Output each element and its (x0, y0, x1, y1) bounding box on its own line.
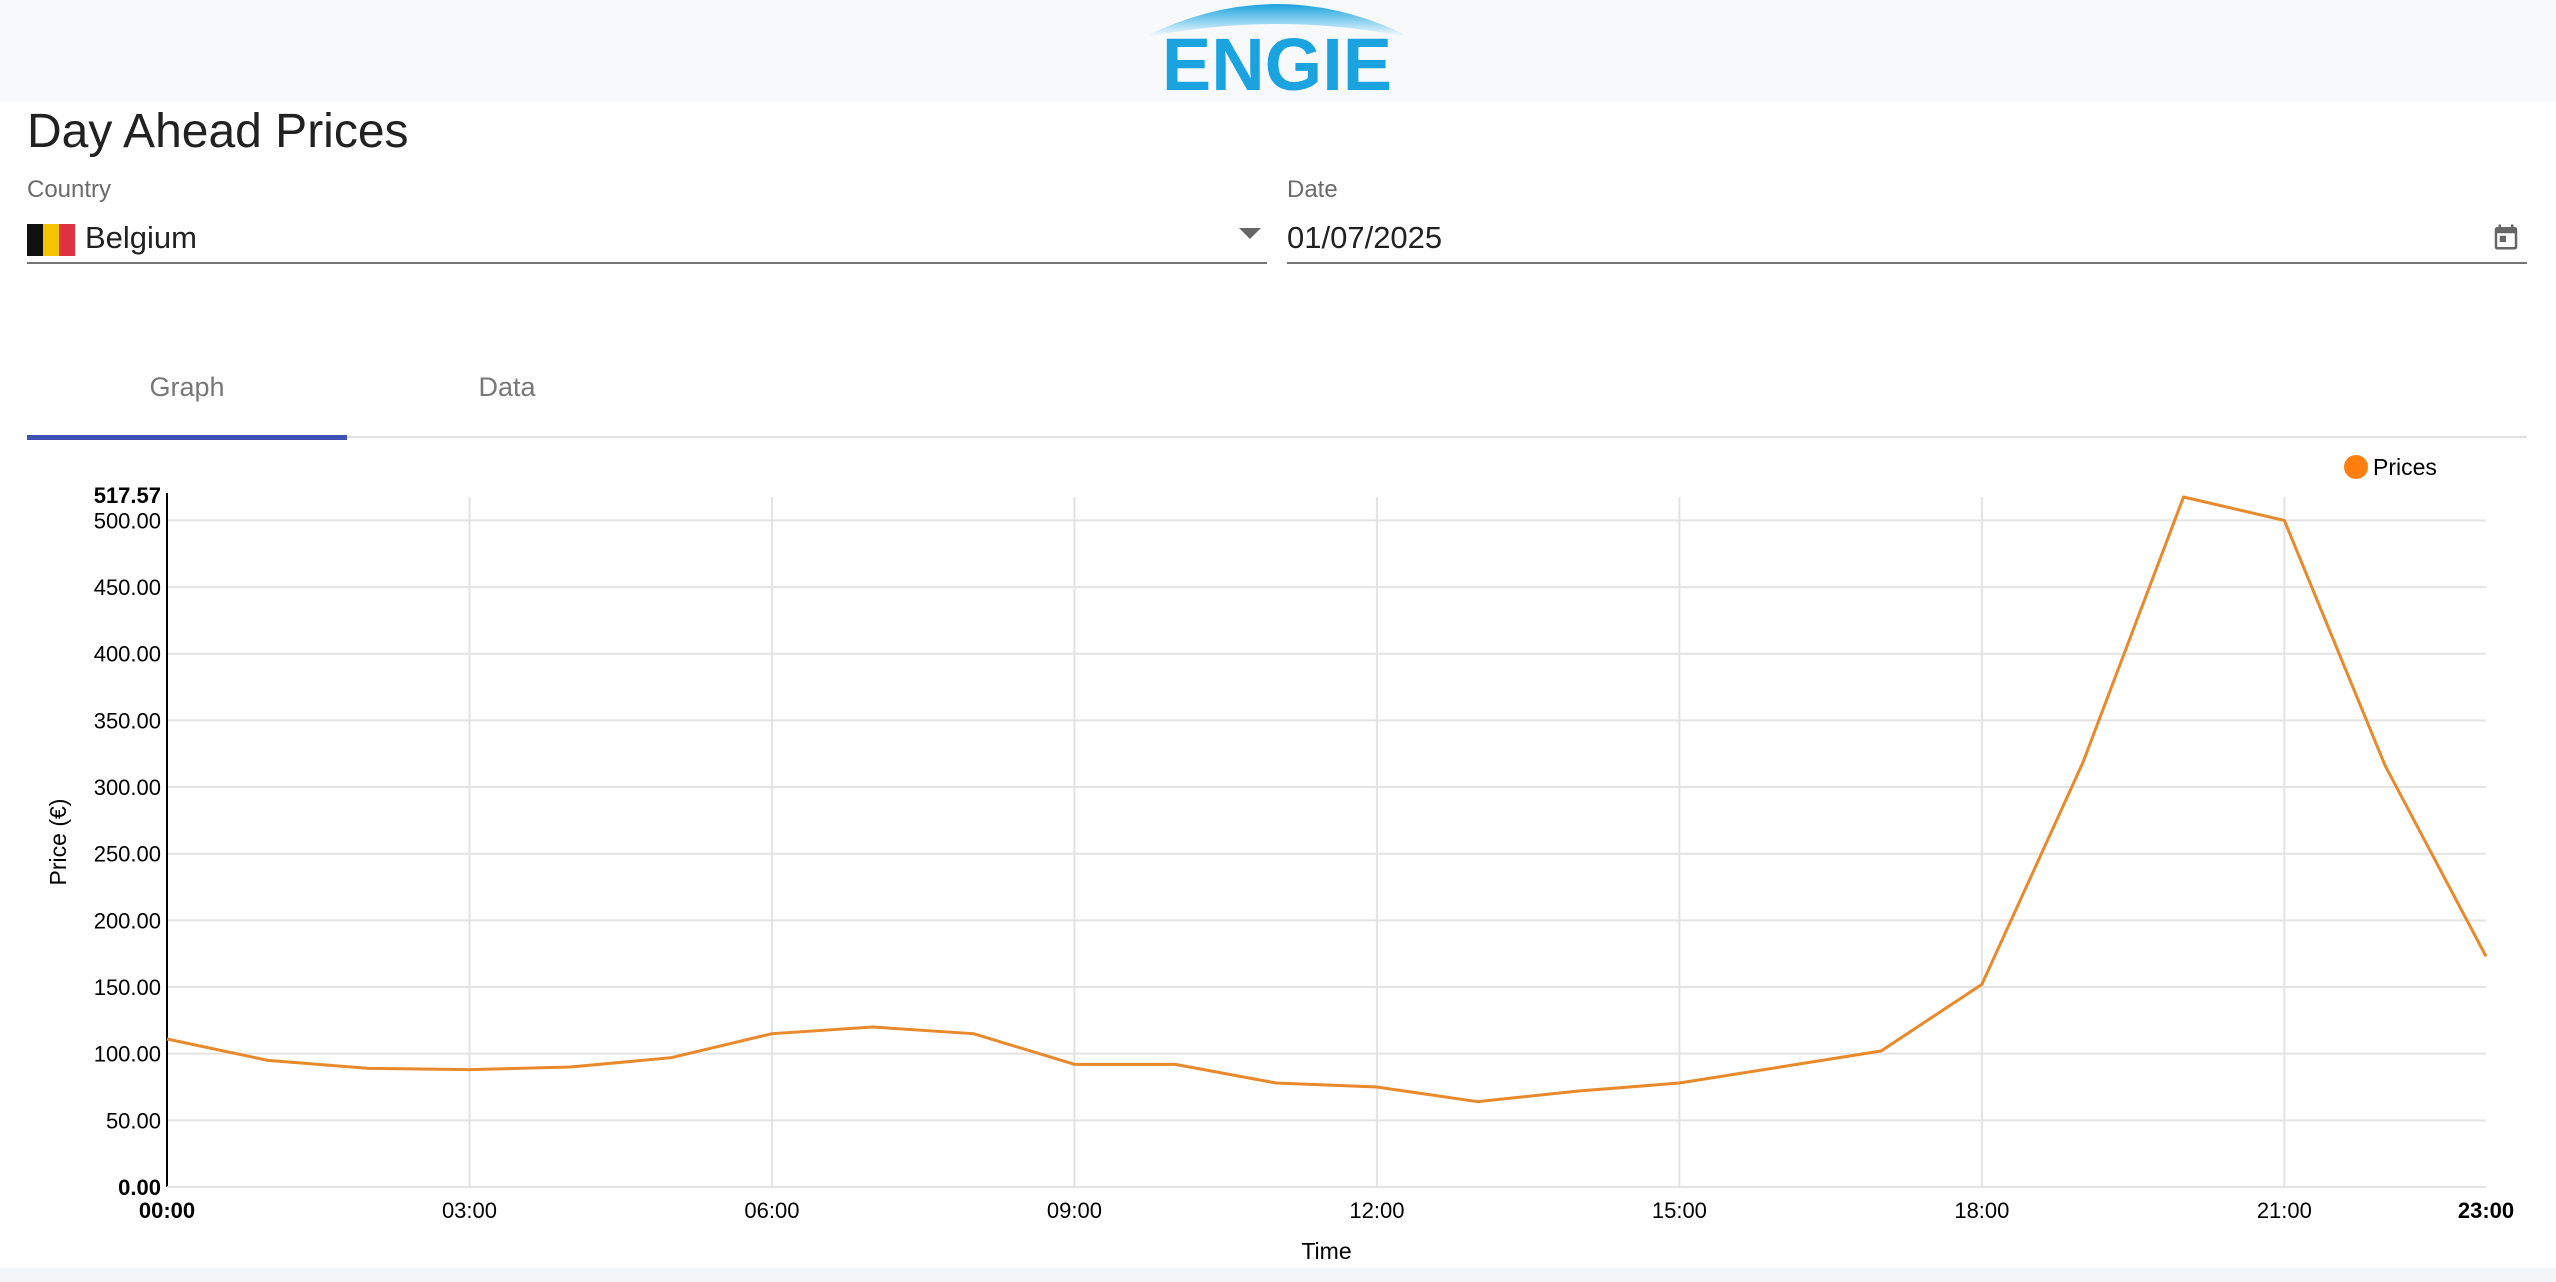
y-tick-label: 450.00 (94, 575, 161, 600)
date-field[interactable]: 01/07/2025 (1287, 210, 2527, 264)
chevron-down-icon[interactable] (1239, 228, 1261, 239)
y-tick-label: 0.00 (118, 1175, 161, 1200)
y-axis-title: Price (€) (45, 799, 71, 886)
page-title: Day Ahead Prices (27, 105, 409, 158)
y-tick-label: 50.00 (106, 1108, 161, 1133)
y-tick-label: 150.00 (94, 975, 161, 1000)
brand-text: ENGIE (1162, 23, 1392, 96)
series-line-prices (166, 495, 2488, 1104)
engie-logo: ENGIE (1134, 0, 1420, 96)
belgium-flag-icon (27, 224, 75, 256)
y-tick-label: 500.00 (94, 508, 161, 533)
date-label: Date (1287, 176, 1338, 203)
x-tick-label: 12:00 (1349, 1198, 1404, 1223)
legend-dot (2344, 455, 2368, 479)
x-tick-label: 00:00 (139, 1198, 195, 1223)
top-bar: ENGIE (0, 0, 2556, 102)
x-tick-label: 23:00 (2458, 1198, 2514, 1223)
date-value: 01/07/2025 (1287, 220, 1443, 255)
y-tick-label: 100.00 (94, 1042, 161, 1067)
y-tick-label: 350.00 (94, 708, 161, 733)
price-chart: 0.00 50.00 100.00 150.00 200.00 250.00 300.00 3… (45, 454, 2514, 1264)
view-tabs: Graph Data (27, 350, 2527, 440)
tab-indicator (27, 435, 347, 440)
y-tick-label: 300.00 (94, 775, 161, 800)
country-select[interactable]: Belgium (27, 210, 1267, 264)
x-tick-label: 18:00 (1954, 1198, 2009, 1223)
bottom-strip (0, 1268, 2556, 1282)
country-value: Belgium (85, 220, 197, 255)
tab-data[interactable]: Data (347, 350, 667, 438)
x-tick-label: 03:00 (442, 1198, 497, 1223)
legend-label: Prices (2373, 454, 2437, 480)
y-max-label: 517.57 (94, 483, 161, 508)
calendar-icon[interactable] (2491, 222, 2521, 252)
country-label: Country (27, 176, 112, 203)
y-tick-label: 400.00 (94, 642, 161, 667)
x-tick-label: 09:00 (1047, 1198, 1102, 1223)
tab-data-label: Data (478, 372, 536, 402)
y-tick-label: 200.00 (94, 908, 161, 933)
x-axis-title: Time (1301, 1238, 1351, 1264)
tab-graph[interactable]: Graph (27, 350, 347, 440)
y-tick-label: 250.00 (94, 842, 161, 867)
x-tick-label: 06:00 (744, 1198, 799, 1223)
x-tick-label: 15:00 (1652, 1198, 1707, 1223)
x-tick-label: 21:00 (2257, 1198, 2312, 1223)
tab-graph-label: Graph (149, 372, 225, 402)
